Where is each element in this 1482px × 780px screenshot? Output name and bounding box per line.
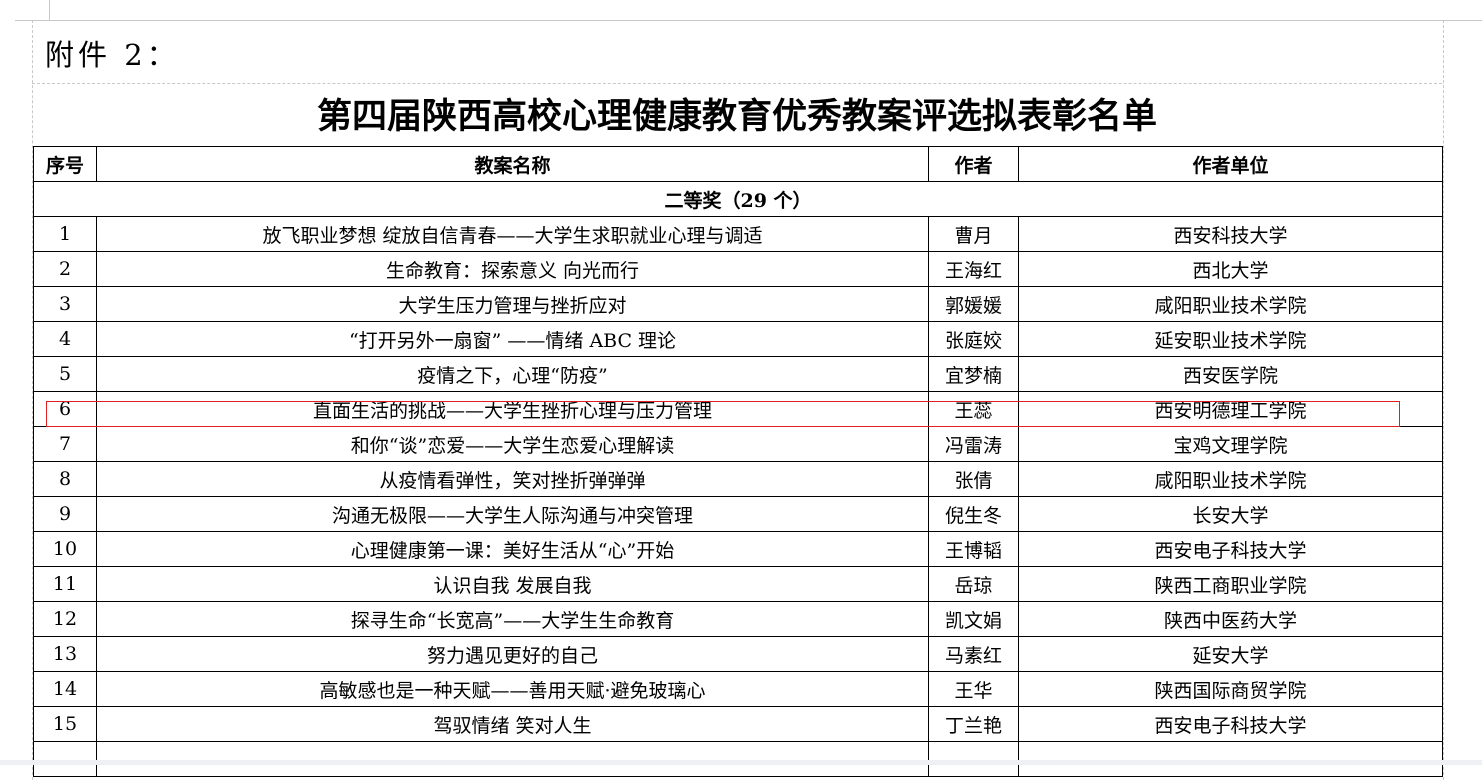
row-author: 王华 [928, 671, 1019, 707]
row-author: 张庭姣 [928, 321, 1019, 357]
row-plan-name: 放飞职业梦想 绽放自信青春——大学生求职就业心理与调适 [96, 216, 929, 252]
table-row: 1 放飞职业梦想 绽放自信青春——大学生求职就业心理与调适 曹月 西安科技大学 [33, 216, 1443, 252]
table-row: 10 心理健康第一课：美好生活从“心”开始 王博韬 西安电子科技大学 [33, 531, 1443, 567]
row-affiliation: 西北大学 [1018, 251, 1443, 287]
row-author: 王海红 [928, 251, 1019, 287]
row-plan-name: 努力遇见更好的自己 [96, 636, 929, 672]
table-row: 13 努力遇见更好的自己 马素红 延安大学 [33, 636, 1443, 672]
table-row: 14 高敏感也是一种天赋——善用天赋·避免玻璃心 王华 陕西国际商贸学院 [33, 671, 1443, 707]
row-plan-name: 生命教育：探索意义 向光而行 [96, 251, 929, 287]
row-affiliation: 西安科技大学 [1018, 216, 1443, 252]
row-index: 12 [33, 601, 97, 637]
row-affiliation: 西安电子科技大学 [1018, 706, 1443, 742]
empty-cell [96, 741, 929, 777]
table-row: 7 和你“谈”恋爱——大学生恋爱心理解读 冯雷涛 宝鸡文理学院 [33, 426, 1443, 462]
table-row: 15 驾驭情绪 笑对人生 丁兰艳 西安电子科技大学 [33, 706, 1443, 742]
row-affiliation: 延安大学 [1018, 636, 1443, 672]
row-plan-name: 心理健康第一课：美好生活从“心”开始 [96, 531, 929, 567]
row-author: 丁兰艳 [928, 706, 1019, 742]
row-affiliation: 西安医学院 [1018, 356, 1443, 392]
row-index: 14 [33, 671, 97, 707]
table-row: 4 “打开另外一扇窗” ——情绪 ABC 理论 张庭姣 延安职业技术学院 [33, 321, 1443, 357]
row-index: 15 [33, 706, 97, 742]
row-affiliation: 咸阳职业技术学院 [1018, 461, 1443, 497]
row-plan-name: 探寻生命“长宽高”——大学生生命教育 [96, 601, 929, 637]
row-author: 宜梦楠 [928, 356, 1019, 392]
empty-cell [928, 741, 1019, 777]
text-boundary-line [32, 83, 1442, 84]
row-plan-name: 驾驭情绪 笑对人生 [96, 706, 929, 742]
row-author: 曹月 [928, 216, 1019, 252]
table-row: 8 从疫情看弹性，笑对挫折弹弹弹 张倩 咸阳职业技术学院 [33, 461, 1443, 497]
row-index: 2 [33, 251, 97, 287]
row-index: 10 [33, 531, 97, 567]
row-index: 4 [33, 321, 97, 357]
row-plan-name: 和你“谈”恋爱——大学生恋爱心理解读 [96, 426, 929, 462]
row-index: 3 [33, 286, 97, 322]
horizontal-scrollbar[interactable] [0, 760, 1482, 765]
row-index: 6 [33, 391, 97, 427]
row-author: 岳琼 [928, 566, 1019, 602]
row-affiliation: 宝鸡文理学院 [1018, 426, 1443, 462]
table-row-partial [33, 741, 1443, 777]
table-row: 6 直面生活的挑战——大学生挫折心理与压力管理 王蕊 西安明德理工学院 [33, 391, 1443, 427]
margin-guide [15, 20, 1482, 21]
row-author: 张倩 [928, 461, 1019, 497]
row-affiliation: 西安明德理工学院 [1018, 391, 1443, 427]
header-index: 序号 [33, 146, 97, 182]
row-author: 凯文娟 [928, 601, 1019, 637]
header-author: 作者 [928, 146, 1019, 182]
row-author: 王博韬 [928, 531, 1019, 567]
row-affiliation: 陕西中医药大学 [1018, 601, 1443, 637]
header-plan-name: 教案名称 [96, 146, 929, 182]
attachment-label: 附件 2： [45, 38, 180, 72]
table-row: 3 大学生压力管理与挫折应对 郭媛媛 咸阳职业技术学院 [33, 286, 1443, 322]
row-plan-name: “打开另外一扇窗” ——情绪 ABC 理论 [96, 321, 929, 357]
row-index: 7 [33, 426, 97, 462]
award-table: 序号 教案名称 作者 作者单位 二等奖（29 个） 1 放飞职业梦想 绽放自信青春… [33, 146, 1443, 777]
table-row: 2 生命教育：探索意义 向光而行 王海红 西北大学 [33, 251, 1443, 287]
row-author: 郭媛媛 [928, 286, 1019, 322]
row-affiliation: 陕西工商职业学院 [1018, 566, 1443, 602]
header-affiliation: 作者单位 [1018, 146, 1443, 182]
row-affiliation: 长安大学 [1018, 496, 1443, 532]
row-author: 马素红 [928, 636, 1019, 672]
row-index: 9 [33, 496, 97, 532]
row-index: 8 [33, 461, 97, 497]
table-row: 5 疫情之下，心理“防疫” 宜梦楠 西安医学院 [33, 356, 1443, 392]
award-section-row: 二等奖（29 个） [33, 181, 1443, 217]
empty-cell [1018, 741, 1443, 777]
row-affiliation: 咸阳职业技术学院 [1018, 286, 1443, 322]
row-index: 11 [33, 566, 97, 602]
page-boundary [32, 20, 1444, 780]
row-author: 冯雷涛 [928, 426, 1019, 462]
row-index: 1 [33, 216, 97, 252]
row-plan-name: 疫情之下，心理“防疫” [96, 356, 929, 392]
row-affiliation: 延安职业技术学院 [1018, 321, 1443, 357]
row-affiliation: 陕西国际商贸学院 [1018, 671, 1443, 707]
row-index: 5 [33, 356, 97, 392]
row-plan-name: 大学生压力管理与挫折应对 [96, 286, 929, 322]
row-author: 王蕊 [928, 391, 1019, 427]
empty-cell [33, 741, 97, 777]
row-author: 倪生冬 [928, 496, 1019, 532]
margin-guide [49, 0, 50, 20]
row-plan-name: 高敏感也是一种天赋——善用天赋·避免玻璃心 [96, 671, 929, 707]
row-plan-name: 从疫情看弹性，笑对挫折弹弹弹 [96, 461, 929, 497]
row-affiliation: 西安电子科技大学 [1018, 531, 1443, 567]
row-plan-name: 直面生活的挑战——大学生挫折心理与压力管理 [96, 391, 929, 427]
row-plan-name: 沟通无极限——大学生人际沟通与冲突管理 [96, 496, 929, 532]
table-row: 12 探寻生命“长宽高”——大学生生命教育 凯文娟 陕西中医药大学 [33, 601, 1443, 637]
table-row: 11 认识自我 发展自我 岳琼 陕西工商职业学院 [33, 566, 1443, 602]
row-index: 13 [33, 636, 97, 672]
award-section-label: 二等奖（29 个） [33, 181, 1443, 217]
table-row: 9 沟通无极限——大学生人际沟通与冲突管理 倪生冬 长安大学 [33, 496, 1443, 532]
table-header-row: 序号 教案名称 作者 作者单位 [33, 146, 1443, 182]
document-title: 第四届陕西高校心理健康教育优秀教案评选拟表彰名单 [316, 96, 1157, 137]
row-plan-name: 认识自我 发展自我 [96, 566, 929, 602]
